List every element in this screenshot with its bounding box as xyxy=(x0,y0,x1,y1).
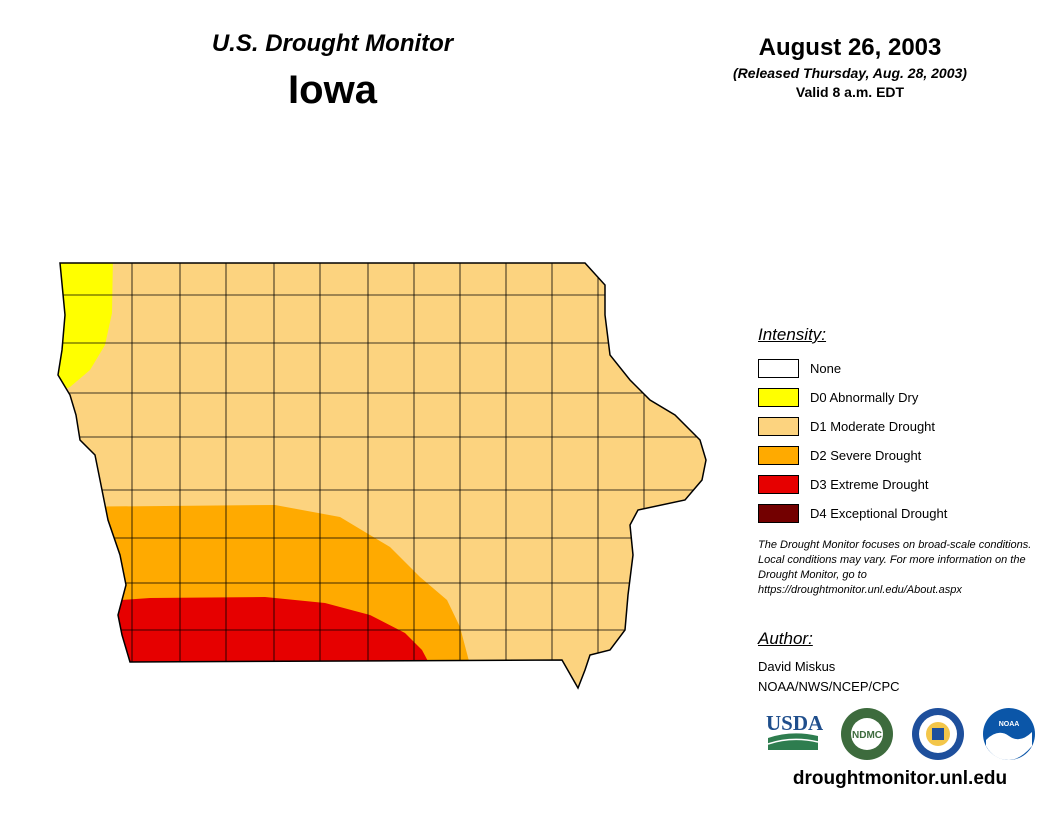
commerce-seal-logo xyxy=(912,708,964,760)
author-org: NOAA/NWS/NCEP/CPC xyxy=(758,679,900,694)
legend-swatch xyxy=(758,417,799,436)
legend-item-d2: D2 Severe Drought xyxy=(758,441,947,470)
legend-item-d3: D3 Extreme Drought xyxy=(758,470,947,499)
legend-label: None xyxy=(810,361,842,376)
legend-label: D4 Exceptional Drought xyxy=(810,506,948,521)
legend-swatch xyxy=(758,475,799,494)
author-block: David Miskus NOAA/NWS/NCEP/CPC xyxy=(758,657,900,697)
legend: None D0 Abnormally Dry D1 Moderate Droug… xyxy=(758,354,947,528)
usda-logo: USDA xyxy=(766,711,824,750)
legend-swatch xyxy=(758,359,799,378)
d3-extreme-drought-area xyxy=(58,597,430,665)
author-title: Author: xyxy=(758,629,813,648)
legend-swatch xyxy=(758,446,799,465)
map-title: U.S. Drought Monitor xyxy=(211,30,454,57)
state-name: Iowa xyxy=(288,68,377,112)
legend-label: D0 Abnormally Dry xyxy=(810,390,919,405)
legend-item-d0: D0 Abnormally Dry xyxy=(758,383,947,412)
site-url[interactable]: droughtmonitor.unl.edu xyxy=(792,768,1008,789)
date-block: August 26, 2003 (Released Thursday, Aug.… xyxy=(700,34,1000,100)
iowa-drought-map xyxy=(57,262,707,690)
noaa-logo: NOAA xyxy=(983,708,1035,760)
legend-label: D1 Moderate Drought xyxy=(810,419,936,434)
legend-title: Intensity: xyxy=(758,325,827,344)
partner-logos: USDA NDMC NOAA xyxy=(766,708,1035,760)
legend-swatch xyxy=(758,388,799,407)
ndmc-logo: NDMC xyxy=(841,708,893,760)
legend-swatch xyxy=(758,504,799,523)
legend-item-none: None xyxy=(758,354,947,383)
svg-text:NDMC: NDMC xyxy=(852,730,882,741)
info-note: The Drought Monitor focuses on broad-sca… xyxy=(758,539,1032,596)
legend-label: D2 Severe Drought xyxy=(810,448,922,463)
svg-text:USDA: USDA xyxy=(766,711,824,735)
legend-item-d4: D4 Exceptional Drought xyxy=(758,499,947,528)
state-border xyxy=(57,262,707,690)
author-name: David Miskus xyxy=(758,659,836,674)
svg-text:NOAA: NOAA xyxy=(999,721,1020,728)
county-lines xyxy=(58,263,706,675)
legend-label: D3 Extreme Drought xyxy=(810,477,929,492)
d0-abnormally-dry-area xyxy=(58,263,113,395)
legend-item-d1: D1 Moderate Drought xyxy=(758,412,947,441)
valid-time: Valid 8 a.m. EDT xyxy=(795,84,905,100)
release-date: (Released Thursday, Aug. 28, 2003) xyxy=(733,65,967,81)
map-date: August 26, 2003 xyxy=(758,34,942,61)
